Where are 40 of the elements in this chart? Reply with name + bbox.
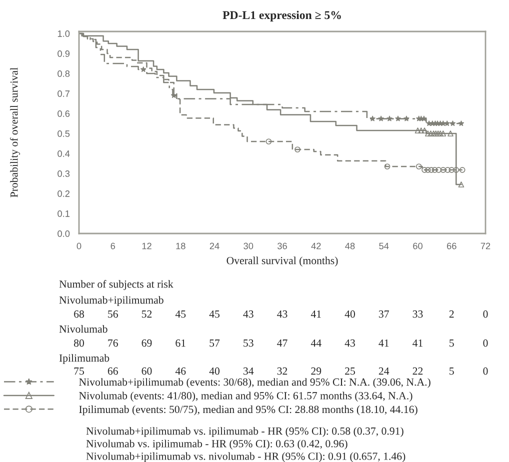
y-tick-label: 0.7 — [58, 90, 70, 97]
legend-label: Ipilimumab (events: 50/75), median and 95% CI: 28.88 months (18.10, 44.16) — [79, 405, 418, 416]
text: Nivolumab+ipilimumab — [59, 296, 164, 306]
x-tick-label: 18 — [176, 242, 186, 250]
x-tick-label: 6 — [110, 242, 116, 250]
y-axis-title: Probability of overall survival — [10, 68, 20, 198]
y-tick-label: 0.0 — [58, 230, 70, 237]
y-tick-label: 0.4 — [58, 150, 70, 157]
x-tick-label: 66 — [446, 242, 456, 250]
y-tick-label: 0.6 — [58, 110, 70, 117]
y-tick-label: 0.2 — [58, 190, 70, 197]
x-tick-label: 30 — [244, 242, 254, 250]
x-tick-label: 48 — [345, 242, 355, 250]
x-tick-label: 42 — [311, 242, 321, 250]
y-tick-label: 0.1 — [58, 210, 70, 217]
text: Nivolumab vs. ipilimumab - HR (95% CI): 0.63 (0.42, 0.96) — [86, 440, 348, 450]
text: Nivolumab+ipilimumab vs. nivolumab - HR (95% CI): 0.91 (0.657, 1.46) — [86, 452, 406, 462]
y-tick-label: 0.5 — [58, 130, 70, 137]
text: 75 66 60 46 40 34 32 29 25 24 22 5 0 — [74, 367, 488, 375]
y-tick-label: 0.3 — [58, 170, 70, 177]
text: 80 76 69 61 57 53 47 44 43 41 41 5 0 — [74, 339, 488, 347]
text: Nivolumab+ipilimumab vs. ipilimumab - HR (95% CI): 0.58 (0.37, 0.91) — [86, 427, 404, 437]
y-tick-label: 0.9 — [58, 50, 70, 57]
y-tick-label: 1.0 — [58, 30, 70, 37]
text: Number of subjects at risk — [59, 280, 174, 290]
chart-title: PD-L1 expression ≥ 5% — [222, 10, 341, 22]
x-tick-label: 72 — [480, 242, 490, 250]
text: Nivolumab — [59, 325, 108, 333]
legend-label: Nivolumab (events: 41/80), median and 95% CI: 61.57 months (33.64, N.A.) — [79, 392, 412, 402]
x-tick-label: 36 — [278, 242, 287, 250]
legend-label: Nivolumab+ipilimumab (events: 30/68), median and 95% CI: N.A. (39.06, N.A.) — [79, 378, 430, 388]
text: Ipilimumab — [59, 354, 110, 364]
x-tick-label: 24 — [210, 242, 220, 250]
x-tick-label: 12 — [142, 242, 152, 250]
x-tick-label: 0 — [76, 242, 82, 250]
x-axis-title: Overall survival (months) — [226, 256, 338, 266]
x-tick-label: 54 — [379, 242, 389, 250]
text: 68 56 52 45 45 43 43 41 40 37 33 2 0 — [74, 310, 488, 318]
y-tick-label: 0.8 — [58, 70, 70, 77]
x-tick-label: 60 — [413, 242, 422, 250]
